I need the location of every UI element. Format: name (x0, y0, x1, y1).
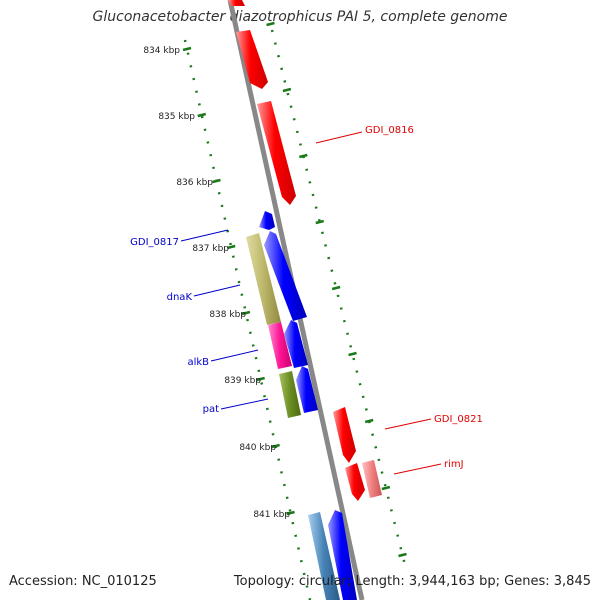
major-tick (226, 244, 236, 250)
gene-arrow[interactable] (279, 371, 301, 418)
gene-label-alkb[interactable]: alkB (187, 357, 209, 368)
gene-arrow[interactable] (228, 0, 245, 6)
major-tick (348, 351, 357, 357)
gene-arrow[interactable] (284, 320, 308, 368)
major-tick (364, 418, 374, 424)
gene-arrow[interactable] (259, 211, 275, 230)
gene-label-pat[interactable]: pat (203, 404, 219, 415)
gene-arrow[interactable] (333, 407, 356, 463)
major-tick (299, 153, 308, 159)
tick-ring-inner (183, 39, 312, 600)
map-title: Gluconacetobacter diazotrophicus PAI 5, … (92, 9, 508, 25)
label-leaders (180, 131, 442, 475)
major-tick (266, 21, 275, 27)
tick-labels: 834 kbp 835 kbp 836 kbp 837 kbp 838 kbp … (143, 46, 290, 520)
major-tick (398, 552, 407, 558)
gene-arrow[interactable] (264, 231, 307, 321)
major-tick (381, 485, 391, 491)
gene-arrow[interactable] (308, 512, 340, 600)
gene-arrow[interactable] (236, 30, 268, 89)
tick-label: 838 kbp (209, 310, 246, 320)
gene-labels: GDI_0816 GDI_0817 dnaK alkB pat GDI_0821… (130, 125, 483, 470)
major-tick (212, 178, 221, 184)
tick-label: 839 kbp (224, 376, 261, 386)
tick-ring-outer (270, 29, 407, 566)
gene-arrow[interactable] (345, 463, 365, 501)
tick-label: 836 kbp (176, 178, 213, 188)
gene-label-gdi-0816[interactable]: GDI_0816 (365, 125, 414, 136)
reverse-strand-genes (246, 211, 357, 600)
tick-label: 835 kbp (158, 112, 195, 122)
major-tick (182, 46, 192, 52)
gene-arrow[interactable] (296, 366, 318, 413)
forward-strand-genes (228, 0, 382, 501)
major-tick (271, 443, 280, 449)
accession-text: Accession: NC_010125 (9, 574, 157, 589)
gene-label-rimj[interactable]: rimJ (444, 459, 464, 470)
tick-label: 841 kbp (253, 510, 290, 520)
major-tick (256, 376, 265, 382)
gene-label-dnak[interactable]: dnaK (167, 292, 193, 303)
major-tick (282, 87, 292, 93)
tick-label: 837 kbp (192, 244, 229, 254)
major-tick (286, 510, 295, 516)
tick-label: 834 kbp (143, 46, 180, 56)
gene-arrow[interactable] (328, 510, 357, 600)
gene-arrow[interactable] (246, 233, 281, 325)
gene-label-gdi-0821[interactable]: GDI_0821 (434, 414, 483, 425)
gene-arrow[interactable] (257, 101, 296, 205)
major-tick (331, 285, 341, 291)
genome-summary-text: Topology: circular; Length: 3,944,163 bp… (233, 574, 591, 589)
major-tick (197, 112, 207, 118)
major-tick (241, 310, 251, 316)
tick-label: 840 kbp (239, 443, 276, 453)
gene-label-gdi-0817[interactable]: GDI_0817 (130, 237, 179, 248)
gene-arrow[interactable] (362, 460, 382, 498)
tick-marks (182, 21, 407, 558)
major-tick (315, 219, 325, 225)
gene-arrow[interactable] (268, 322, 292, 369)
